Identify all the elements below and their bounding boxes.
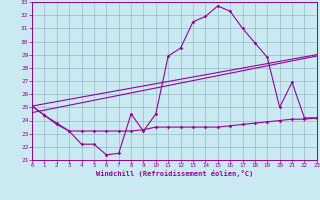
X-axis label: Windchill (Refroidissement éolien,°C): Windchill (Refroidissement éolien,°C) xyxy=(96,170,253,177)
